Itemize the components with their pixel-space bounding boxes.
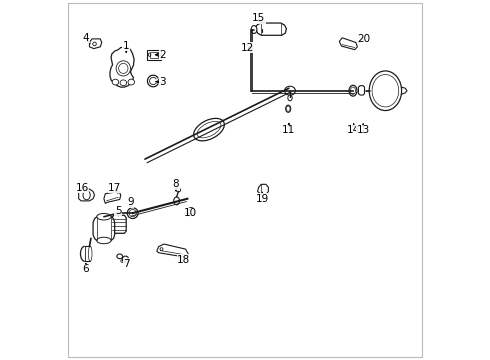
Text: 11: 11	[282, 125, 295, 135]
Text: 18: 18	[177, 255, 191, 265]
Ellipse shape	[286, 105, 291, 112]
Ellipse shape	[117, 254, 122, 259]
Text: 8: 8	[172, 179, 179, 189]
Ellipse shape	[174, 197, 179, 205]
Polygon shape	[110, 48, 134, 87]
Bar	[150, 52, 158, 58]
Ellipse shape	[176, 188, 180, 192]
Text: 19: 19	[256, 194, 269, 204]
Bar	[147, 50, 162, 60]
Ellipse shape	[288, 95, 292, 101]
Text: 12: 12	[241, 42, 254, 53]
Ellipse shape	[349, 85, 357, 96]
Ellipse shape	[194, 118, 224, 141]
Ellipse shape	[83, 190, 90, 200]
Ellipse shape	[261, 23, 264, 27]
Ellipse shape	[285, 86, 295, 95]
Ellipse shape	[122, 256, 128, 261]
Ellipse shape	[187, 208, 195, 216]
Ellipse shape	[97, 237, 111, 244]
Polygon shape	[93, 217, 115, 240]
Ellipse shape	[251, 26, 257, 33]
Text: 2: 2	[160, 50, 166, 60]
Ellipse shape	[112, 79, 119, 85]
Text: 10: 10	[184, 208, 197, 218]
Polygon shape	[256, 23, 286, 35]
Text: 4: 4	[83, 33, 89, 43]
Polygon shape	[104, 192, 121, 203]
Text: 6: 6	[83, 264, 89, 274]
Text: 13: 13	[356, 125, 369, 135]
Ellipse shape	[93, 42, 97, 46]
Text: 1: 1	[123, 41, 129, 51]
Ellipse shape	[372, 75, 399, 107]
Ellipse shape	[350, 87, 356, 94]
Text: 16: 16	[75, 183, 89, 193]
Text: 17: 17	[108, 183, 122, 193]
Polygon shape	[112, 215, 126, 233]
Polygon shape	[258, 184, 269, 194]
Ellipse shape	[97, 213, 111, 220]
Ellipse shape	[189, 209, 194, 214]
Text: 9: 9	[127, 197, 134, 207]
Text: 20: 20	[357, 33, 370, 44]
Ellipse shape	[120, 80, 126, 86]
Polygon shape	[90, 39, 102, 49]
Ellipse shape	[88, 246, 92, 261]
Ellipse shape	[197, 121, 221, 138]
Text: 3: 3	[160, 77, 166, 87]
Ellipse shape	[160, 248, 163, 251]
Ellipse shape	[259, 22, 266, 29]
Ellipse shape	[116, 61, 130, 76]
Ellipse shape	[128, 79, 134, 85]
Polygon shape	[402, 87, 407, 94]
Text: 14: 14	[347, 125, 360, 135]
Text: 7: 7	[123, 258, 130, 269]
Polygon shape	[339, 38, 357, 50]
Ellipse shape	[121, 260, 124, 262]
Ellipse shape	[119, 63, 128, 73]
Polygon shape	[358, 86, 365, 95]
Text: 15: 15	[252, 13, 265, 23]
Polygon shape	[79, 189, 95, 201]
Ellipse shape	[369, 71, 402, 111]
Polygon shape	[157, 244, 188, 257]
Text: 5: 5	[115, 206, 122, 216]
Ellipse shape	[129, 210, 136, 217]
Ellipse shape	[127, 208, 138, 219]
